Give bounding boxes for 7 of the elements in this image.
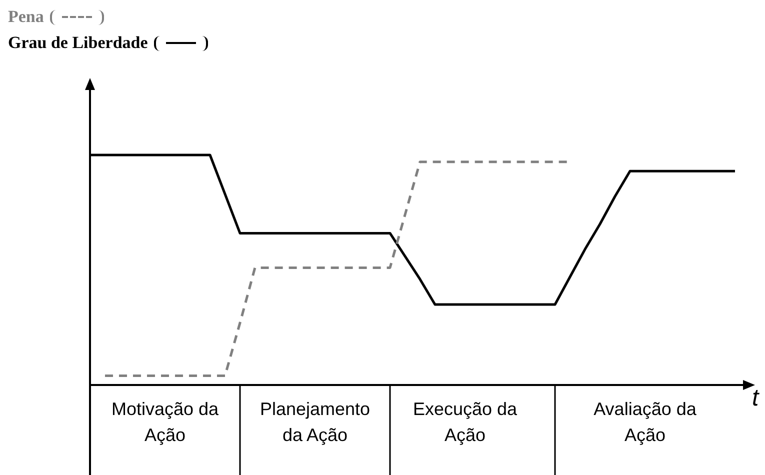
x-tick-label: Planejamento da Ação — [260, 398, 370, 445]
x-axis-title: t — [752, 384, 760, 412]
legend-label: Pena — [8, 7, 44, 27]
x-tick-label: Avaliação da Ação — [594, 398, 698, 445]
x-tick-label: Execução da Ação — [412, 398, 518, 445]
legend-label: Grau de Liberdade — [8, 33, 148, 53]
x-tick-label: Motivação da Ação — [111, 398, 220, 445]
